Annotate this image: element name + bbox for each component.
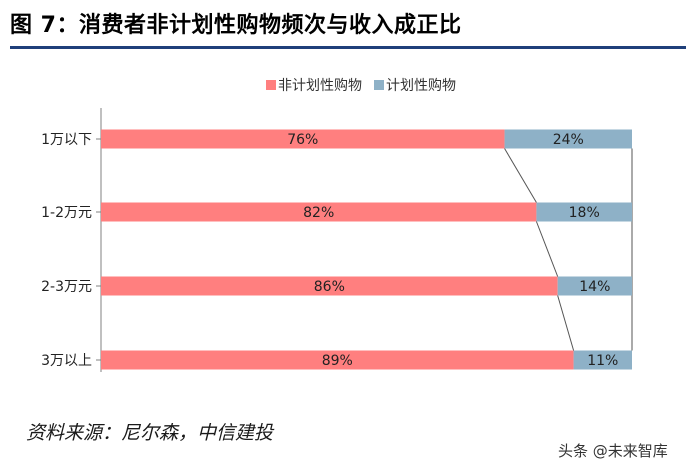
bar-1-1 bbox=[536, 202, 632, 222]
data-label-3-0: 89% bbox=[322, 353, 353, 369]
bar-0-1 bbox=[504, 129, 632, 149]
legend-label-1: 计划性购物 bbox=[386, 78, 456, 94]
data-label-2-1: 14% bbox=[579, 279, 610, 295]
legend-label-0: 非计划性购物 bbox=[278, 78, 362, 94]
legend-swatch-0 bbox=[266, 80, 276, 90]
bar-3-1 bbox=[573, 350, 632, 370]
bar-0-0 bbox=[101, 129, 505, 149]
bar-1-0 bbox=[101, 202, 537, 222]
category-label-2: 2-3万元 bbox=[41, 279, 92, 295]
category-label-1: 1-2万元 bbox=[41, 205, 92, 221]
series-line-1 bbox=[535, 221, 559, 277]
data-label-0-0: 76% bbox=[287, 132, 318, 148]
bar-2-1 bbox=[557, 276, 632, 296]
data-label-1-0: 82% bbox=[303, 205, 334, 221]
data-label-3-1: 11% bbox=[587, 353, 618, 369]
series-line-2 bbox=[557, 295, 575, 351]
category-label-3: 3万以上 bbox=[41, 353, 92, 369]
stacked-bar-chart: 非计划性购物 计划性购物 76% 24% 1万以下 82% 18% 1-2万元 86% 14% 2-… bbox=[41, 78, 633, 372]
data-label-2-0: 86% bbox=[314, 279, 345, 295]
category-label-0: 1万以下 bbox=[41, 132, 92, 148]
data-label-1-1: 18% bbox=[569, 205, 600, 221]
series-line-0 bbox=[504, 148, 537, 203]
source-note: 资料来源：尼尔森，中信建投 bbox=[26, 422, 274, 444]
figure-title: 图 7：消费者非计划性购物频次与收入成正比 bbox=[10, 13, 462, 38]
watermark: 头条 @未来智库 bbox=[542, 440, 668, 462]
bar-2-0 bbox=[101, 276, 558, 296]
title-divider bbox=[10, 46, 686, 49]
bar-3-0 bbox=[101, 350, 574, 370]
data-label-0-1: 24% bbox=[553, 132, 584, 148]
watermark-text: 头条 @未来智库 bbox=[558, 442, 668, 460]
legend-swatch-1 bbox=[374, 80, 384, 90]
